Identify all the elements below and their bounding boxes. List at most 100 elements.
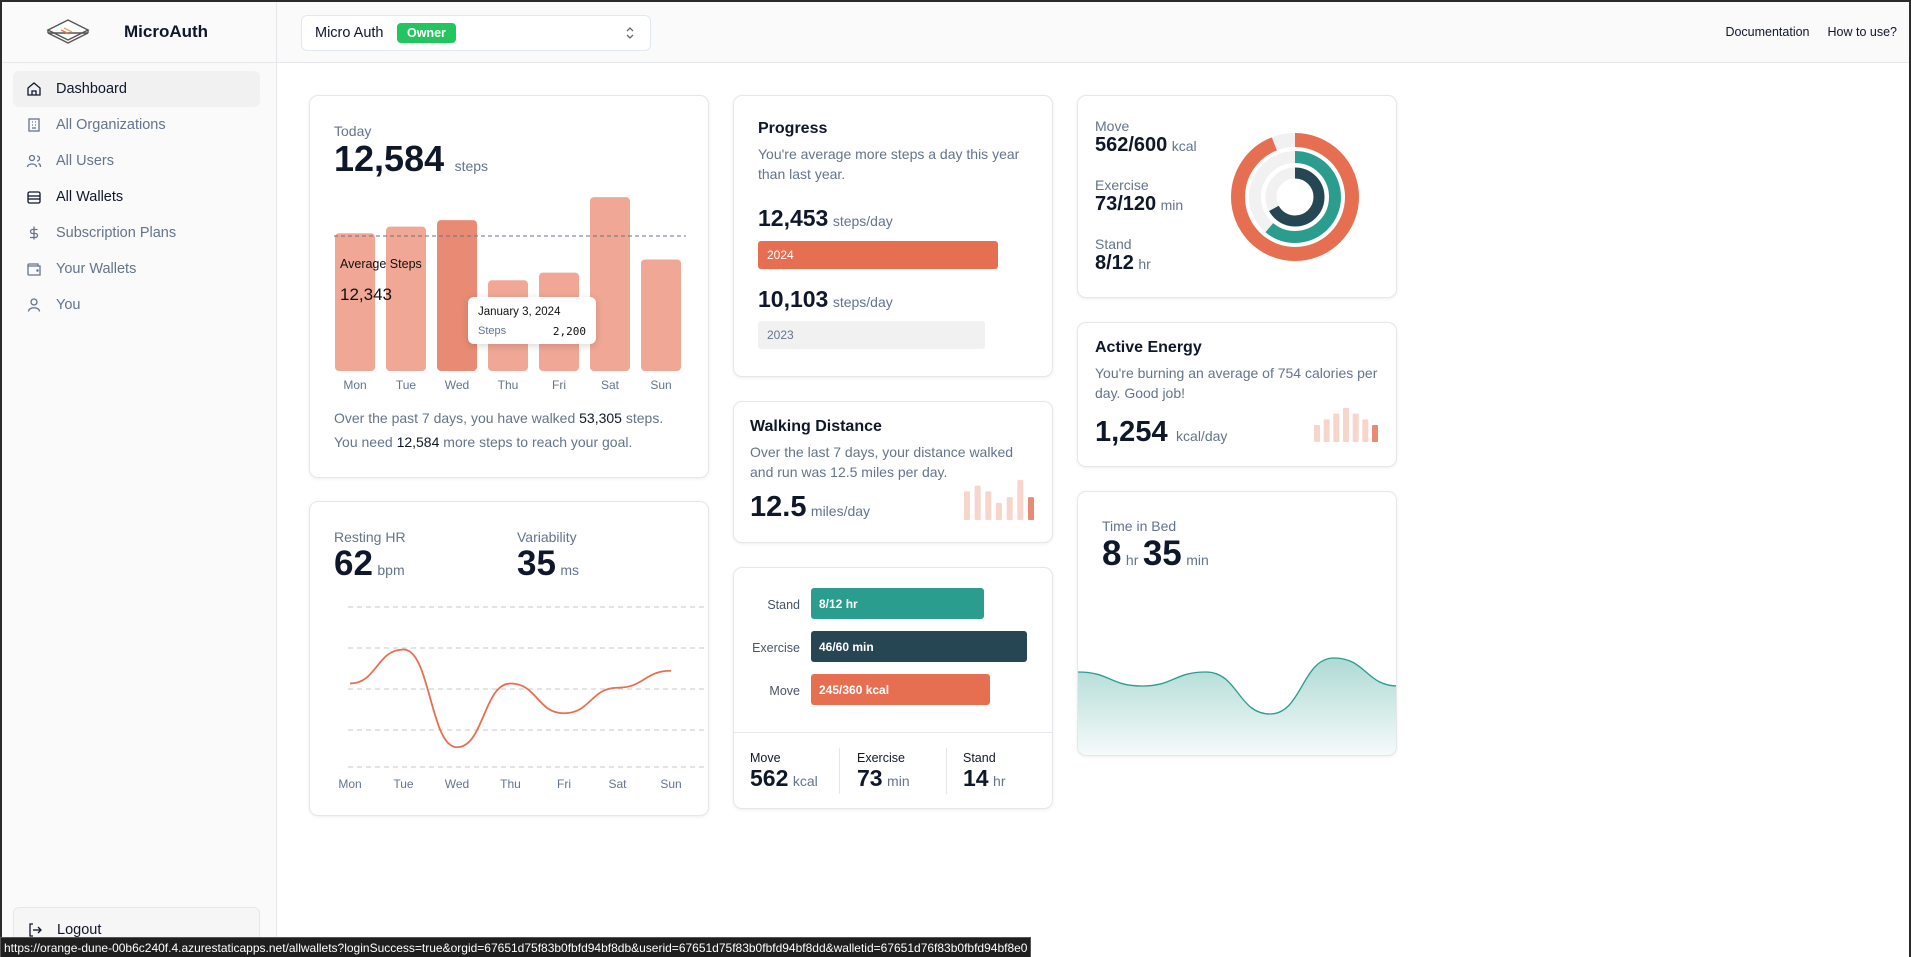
divider: [839, 748, 840, 794]
this-year-steps-value: 12,453: [758, 205, 829, 231]
sidebar-item-label: Dashboard: [56, 81, 127, 97]
goal-bar-exercise: 46/60 min: [811, 631, 1027, 662]
bar-sat[interactable]: [590, 197, 630, 371]
footer-move-label: Move: [750, 751, 781, 765]
resting-hr-label: Resting HR: [334, 529, 406, 545]
goal-label-move: Move: [769, 684, 800, 698]
logout-icon: [29, 923, 42, 937]
footer-exercise-value: 73: [857, 765, 883, 791]
spark-bar: [1314, 425, 1320, 442]
bed-minutes-value: 35: [1142, 534, 1182, 573]
bar-wed[interactable]: [437, 220, 477, 371]
dollar-icon: [29, 226, 39, 240]
brand[interactable]: MicroAuth: [0, 0, 277, 63]
goal-bar-text: 245/360 kcal: [819, 683, 890, 697]
x-tick-label: Sun: [660, 777, 681, 791]
user-icon: [27, 298, 41, 312]
sidebar-item-your-wallets[interactable]: Your Wallets: [13, 251, 260, 287]
progress-card: Progress You're average more steps a day…: [733, 95, 1053, 377]
energy-title: Active Energy: [1095, 339, 1202, 356]
footer-stand-value: 14: [963, 765, 989, 791]
variability-unit: ms: [560, 562, 580, 578]
footer-exercise-unit: min: [887, 773, 910, 789]
heart-rate-chart: Mon Tue Wed Thu Fri Sat Sun: [338, 606, 706, 791]
x-tick-label: Wed: [445, 378, 469, 392]
move-label: Move: [1095, 118, 1130, 134]
x-tick-label: Thu: [500, 777, 521, 791]
users-icon: [26, 154, 42, 168]
sidebar-item-all-wallets[interactable]: All Wallets: [13, 179, 260, 215]
footer-stand-unit: hr: [993, 773, 1006, 789]
goal-bar-text: 46/60 min: [819, 640, 874, 654]
chart-tooltip: January 3, 2024 Steps 2,200: [468, 297, 596, 344]
footer-stand-label: Stand: [963, 751, 996, 765]
stand-ring: [1265, 167, 1325, 227]
sidebar-item-all-organizations[interactable]: All Organizations: [13, 107, 260, 143]
spark-bar: [964, 491, 970, 520]
bar-mon[interactable]: [335, 233, 375, 371]
sidebar-item-subscription-plans[interactable]: Subscription Plans: [13, 215, 260, 251]
documentation-link[interactable]: Documentation: [1725, 25, 1810, 39]
sidebar-item-label: All Organizations: [56, 117, 166, 133]
x-tick-label: Sat: [608, 777, 627, 791]
how-to-use-link[interactable]: How to use?: [1827, 25, 1897, 39]
organization-select[interactable]: Micro Auth Owner: [301, 15, 651, 51]
average-steps-label: Average Steps: [340, 257, 422, 271]
divider: [734, 732, 1052, 733]
sidebar-item-dashboard[interactable]: Dashboard: [13, 71, 260, 107]
wallet-outline-icon: [27, 263, 41, 276]
this-year-steps-unit: steps/day: [832, 213, 893, 229]
energy-description: You're burning an average of 754 calorie…: [1095, 365, 1378, 401]
activity-rings-chart: [1231, 133, 1359, 261]
spark-bar: [996, 502, 1002, 520]
steps-summary-line-2: You need 12,584 more steps to reach your…: [334, 434, 633, 450]
spark-bar: [1006, 497, 1013, 520]
tooltip-metric: Steps: [478, 325, 507, 337]
stand-label: Stand: [1095, 236, 1132, 252]
spark-bar: [1343, 408, 1349, 442]
logo-icon: [46, 19, 90, 44]
steps-card: Today 12,584 steps Mon Tue Wed Thu Fri Sat Sun…: [309, 95, 709, 478]
heart-rate-line: [349, 648, 672, 749]
tooltip-value: 2,200: [552, 325, 586, 338]
spark-bar: [1352, 413, 1359, 442]
time-in-bed-line: [1078, 657, 1396, 715]
stand-unit: hr: [1138, 256, 1151, 272]
exercise-label: Exercise: [1095, 177, 1149, 193]
sidebar-item-label: You: [56, 297, 81, 313]
bar-sun[interactable]: [641, 259, 681, 371]
organization-name: Micro Auth: [315, 25, 384, 41]
spark-bar: [974, 485, 981, 520]
x-tick-label: Thu: [498, 378, 519, 392]
last-year-bar: 2023: [758, 321, 985, 349]
steps-unit: steps: [454, 158, 489, 174]
x-tick-label: Mon: [343, 378, 366, 392]
footer-exercise-label: Exercise: [857, 751, 905, 765]
spark-bar: [1333, 413, 1340, 442]
sidebar-item-label: All Wallets: [56, 189, 124, 205]
x-tick-label: Fri: [552, 378, 566, 392]
sidebar-item-label: All Users: [56, 153, 115, 169]
bed-hours-value: 8: [1102, 534, 1122, 573]
goal-label-stand: Stand: [767, 598, 800, 612]
walking-title: Walking Distance: [750, 418, 882, 435]
bar-tue[interactable]: [386, 226, 426, 371]
energy-sparkline: [1314, 408, 1378, 442]
move-ring: [1231, 133, 1359, 261]
sidebar-item-all-users[interactable]: All Users: [13, 143, 260, 179]
spark-bar: [1017, 480, 1024, 520]
move-value: 562/600: [1095, 134, 1168, 156]
x-tick-label: Sun: [650, 378, 671, 392]
sidebar-item-label: Your Wallets: [56, 261, 137, 277]
chevron-up-down-icon: [626, 27, 634, 39]
x-tick-label: Tue: [393, 777, 414, 791]
home-icon: [27, 82, 41, 96]
time-in-bed-area: [1078, 658, 1396, 755]
progress-title: Progress: [758, 120, 828, 137]
x-tick-label: Tue: [396, 378, 417, 392]
activity-rings-card: Move 562/600 kcal Exercise 73/120 min St…: [1077, 95, 1397, 298]
sidebar-item-you[interactable]: You: [13, 287, 260, 323]
exercise-unit: min: [1160, 197, 1184, 213]
building-icon: [28, 118, 40, 132]
last-year-steps-value: 10,103: [758, 286, 829, 312]
